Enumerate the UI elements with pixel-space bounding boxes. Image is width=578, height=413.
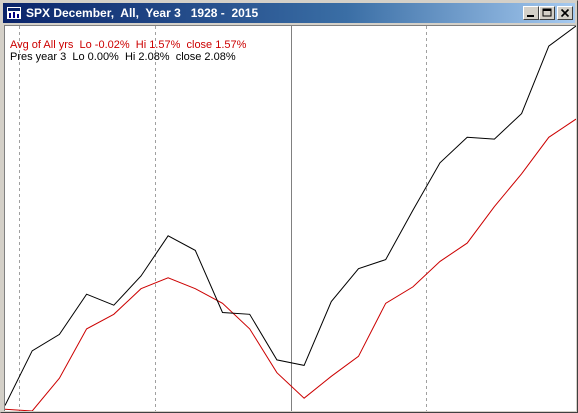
plot-area: Avg of All yrs Lo -0.02% Hi 1.57% close … xyxy=(4,25,576,411)
maximize-icon xyxy=(542,8,552,17)
close-button[interactable] xyxy=(557,6,573,20)
title-bar[interactable]: SPX December, All, Year 3 1928 - 2015 xyxy=(3,3,575,23)
line-chart xyxy=(5,26,576,411)
minimize-icon xyxy=(527,15,534,17)
chart-app-icon xyxy=(7,7,21,19)
minimize-button[interactable] xyxy=(523,6,539,20)
legend-avg-all-years: Avg of All yrs Lo -0.02% Hi 1.57% close … xyxy=(10,39,247,51)
close-icon xyxy=(560,8,570,18)
series-line-pres-year-3 xyxy=(5,26,576,406)
maximize-button[interactable] xyxy=(539,6,555,20)
window-title: SPX December, All, Year 3 1928 - 2015 xyxy=(26,6,259,20)
series-line-avg-all-years xyxy=(5,118,576,411)
legend-pres-year-3: Pres year 3 Lo 0.00% Hi 2.08% close 2.08… xyxy=(10,51,236,63)
